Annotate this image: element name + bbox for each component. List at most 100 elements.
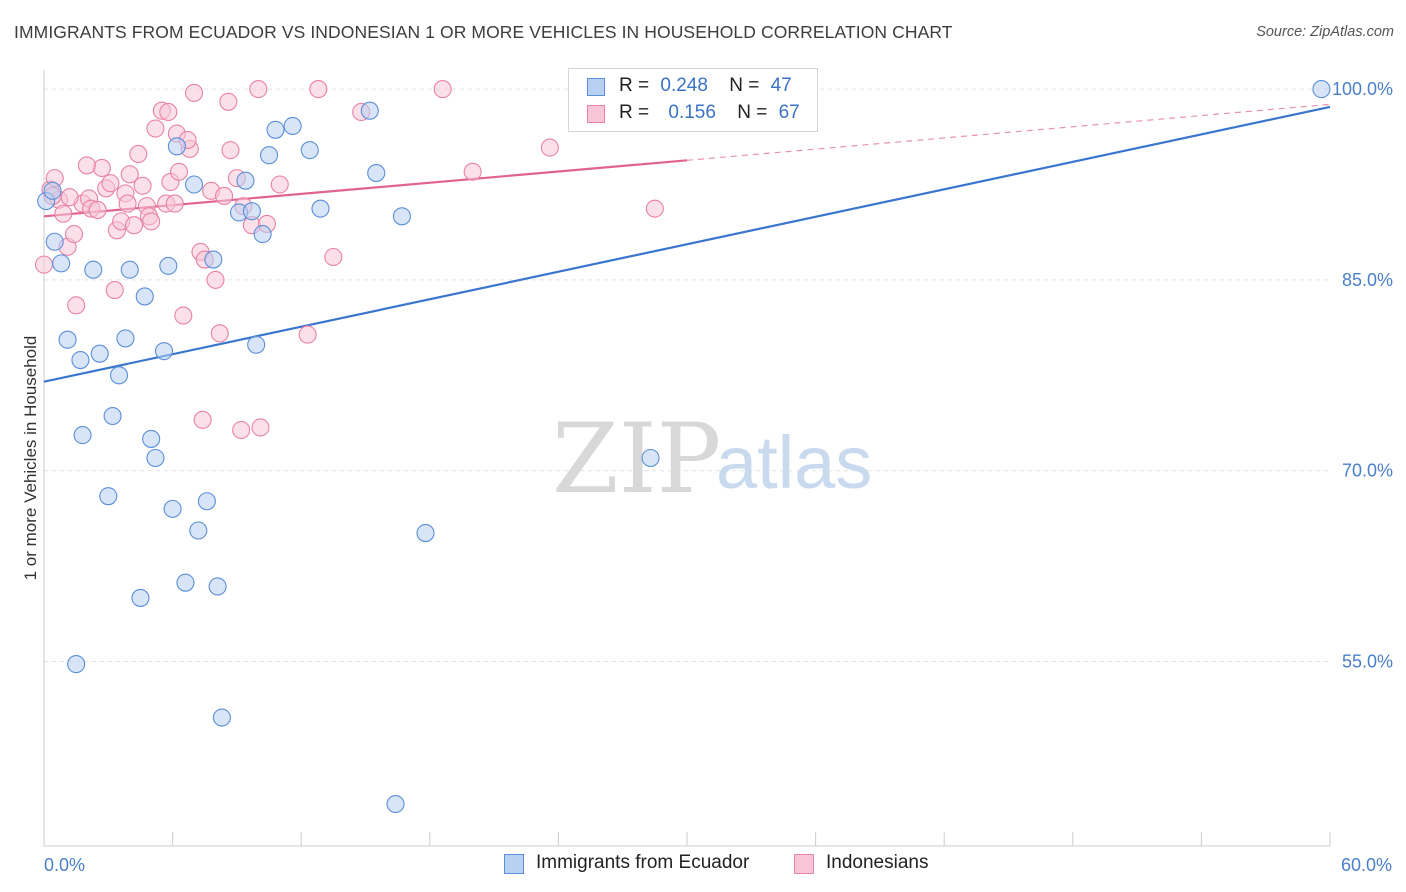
point-ecuador <box>242 202 261 221</box>
point-ecuador <box>197 492 216 511</box>
y-tick-label: 70.0% <box>1342 461 1393 481</box>
point-ecuador <box>103 406 122 426</box>
point-indonesians <box>249 80 268 99</box>
legend-n-value-ecuador: 47 <box>770 75 792 96</box>
point-ecuador <box>184 175 204 194</box>
point-indonesians <box>221 141 240 160</box>
x-tick-label: 60.0% <box>1341 855 1392 875</box>
point-indonesians <box>214 186 234 205</box>
point-ecuador <box>367 163 386 183</box>
point-indonesians <box>129 144 148 164</box>
x-tick-label: 0.0% <box>44 855 85 875</box>
point-ecuador <box>208 577 227 596</box>
point-ecuador <box>159 256 178 275</box>
point-indonesians <box>60 188 79 207</box>
point-indonesians <box>193 410 212 429</box>
point-ecuador <box>189 521 208 540</box>
point-ecuador <box>52 254 71 273</box>
point-ecuador <box>58 330 77 349</box>
point-ecuador <box>247 335 266 354</box>
point-ecuador <box>163 499 182 518</box>
bottom-legend-label-indonesians: Indonesians <box>826 852 929 873</box>
bottom-legend-label-ecuador: Immigrants from Ecuador <box>536 852 750 873</box>
point-indonesians <box>159 102 178 122</box>
legend-r-value-ecuador: 0.248 <box>660 75 708 96</box>
point-ecuador <box>360 101 379 120</box>
legend-r-label: R = <box>619 75 650 96</box>
point-indonesians <box>120 165 139 184</box>
point-ecuador <box>641 448 660 468</box>
point-ecuador <box>1312 80 1331 99</box>
point-ecuador <box>90 344 109 363</box>
point-indonesians <box>92 158 111 178</box>
source-label: Source: ZipAtlas.com <box>1256 24 1394 40</box>
legend-r-value-indonesians: 0.156 <box>668 102 716 123</box>
point-ecuador <box>311 199 330 218</box>
trend-line-solid-0 <box>43 105 1331 383</box>
point-indonesians <box>54 204 73 223</box>
point-ecuador <box>73 426 92 445</box>
watermark: ZIP atlas <box>552 403 872 515</box>
point-ecuador <box>176 573 195 592</box>
y-tick-label: 100.0% <box>1332 79 1393 99</box>
point-ecuador <box>253 225 272 244</box>
point-ecuador <box>109 366 129 385</box>
point-indonesians <box>309 80 328 99</box>
point-indonesians <box>77 156 96 175</box>
point-indonesians <box>88 200 107 219</box>
point-indonesians <box>251 418 270 437</box>
legend-n-label: N = <box>729 75 760 96</box>
trend-line-dashed-1 <box>686 103 1331 161</box>
point-indonesians <box>433 80 452 99</box>
point-indonesians <box>184 83 204 102</box>
point-ecuador <box>167 137 186 156</box>
point-ecuador <box>71 350 90 370</box>
data-points <box>34 80 1331 814</box>
watermark-zip: ZIP <box>552 403 721 515</box>
point-indonesians <box>463 162 482 181</box>
point-ecuador <box>386 794 405 814</box>
point-ecuador <box>300 141 319 160</box>
chart-title: IMMIGRANTS FROM ECUADOR VS INDONESIAN 1 … <box>14 22 953 42</box>
point-ecuador <box>212 708 231 727</box>
point-indonesians <box>174 306 193 325</box>
point-indonesians <box>67 296 86 315</box>
point-indonesians <box>206 270 225 289</box>
bottom-legend-swatch-blue <box>504 854 524 874</box>
y-axis-label: 1 or more Vehicles in Household <box>21 336 40 581</box>
point-ecuador <box>416 524 435 543</box>
y-tick-label: 55.0% <box>1342 652 1393 672</box>
point-ecuador <box>45 232 64 251</box>
point-indonesians <box>210 324 229 343</box>
point-ecuador <box>259 146 279 165</box>
legend-n-label: N = <box>737 102 768 123</box>
legend-swatch-blue <box>587 78 605 96</box>
legend-swatch-pink <box>587 105 605 123</box>
point-indonesians <box>298 325 317 344</box>
point-indonesians <box>34 255 54 274</box>
point-indonesians <box>270 175 289 194</box>
point-ecuador <box>154 342 174 361</box>
point-indonesians <box>101 174 120 193</box>
point-ecuador <box>43 181 62 200</box>
point-indonesians <box>232 420 251 440</box>
point-indonesians <box>169 162 189 181</box>
point-indonesians <box>142 212 161 231</box>
legend-r-label: R = <box>619 102 650 123</box>
point-ecuador <box>99 487 118 506</box>
point-indonesians <box>64 225 84 244</box>
point-indonesians <box>219 92 238 111</box>
point-indonesians <box>133 176 152 195</box>
point-indonesians <box>124 216 144 235</box>
correlation-legend: R = 0.248 N = 47 R = 0.156 N = 67 <box>568 68 818 132</box>
point-ecuador <box>392 207 411 226</box>
bottom-legend-swatch-pink <box>794 854 814 874</box>
point-indonesians <box>165 194 184 213</box>
point-indonesians <box>324 247 343 267</box>
point-ecuador <box>131 588 150 607</box>
point-ecuador <box>146 448 165 468</box>
point-ecuador <box>84 260 103 279</box>
tick-labels: 55.0% 70.0% 85.0% 100.0% 0.0% 60.0% <box>44 79 1393 875</box>
point-indonesians <box>105 281 124 300</box>
